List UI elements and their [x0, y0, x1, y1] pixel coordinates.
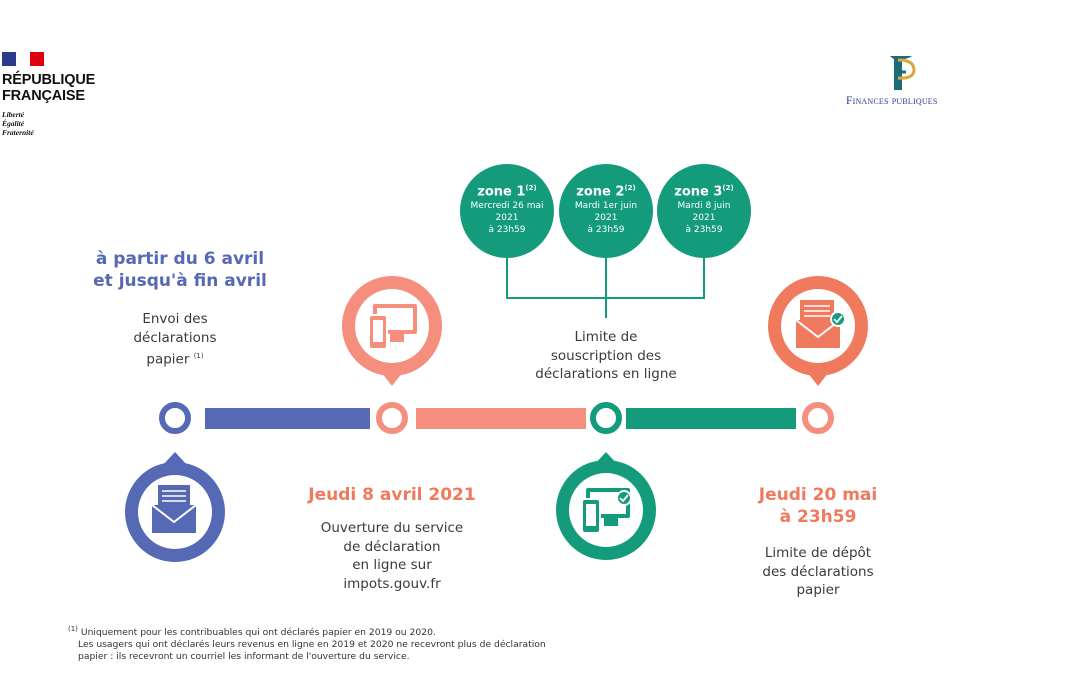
zone-3-date: Mardi 8 juin: [677, 201, 731, 212]
timeline-bar-salmon: [416, 408, 586, 429]
step-1-text-line2: déclarations: [133, 329, 217, 346]
footnote-line1: Uniquement pour les contribuables qui on…: [80, 627, 436, 639]
timeline-node-3: [590, 402, 622, 434]
step-3-text: Limite de souscription des déclarations …: [516, 328, 696, 384]
footnote-marker: (1): [68, 625, 78, 633]
step-4-heading-line1: Jeudi 20 mai: [758, 485, 878, 505]
step-1-text: Envoi des déclarations papier (1): [95, 310, 255, 369]
zone-3-title: zone 3: [674, 184, 723, 200]
zone-3-time: à 23h59: [685, 225, 723, 236]
step-1-heading-line2: et jusqu'à fin avril: [93, 271, 267, 291]
envelope-check-icon: [768, 276, 868, 386]
motto-egalite: Égalité: [2, 119, 25, 128]
step-2-text: Ouverture du service de déclaration en l…: [302, 519, 482, 593]
step-4-text-line3: papier: [796, 582, 840, 598]
step-2-text-line2: de déclaration: [343, 538, 441, 555]
zone-2-year: 2021: [594, 213, 618, 224]
step-2-heading: Jeudi 8 avril 2021: [308, 485, 476, 505]
step-2-text-line3: en ligne sur: [352, 557, 432, 573]
zone-1-title: zone 1: [477, 184, 526, 200]
step-3-text-line1: Limite de: [574, 329, 638, 345]
republic-line1: RÉPUBLIQUE: [2, 72, 96, 88]
motto-fraternite: Fraternité: [2, 128, 34, 137]
republique-logo-text: RÉPUBLIQUE FRANÇAISE: [2, 72, 95, 104]
computer-phone-icon: [342, 276, 442, 386]
step-1-note: (1): [193, 352, 204, 360]
step-2-text-line1: Ouverture du service: [320, 520, 464, 536]
zone-2-title: zone 2: [576, 184, 625, 200]
timeline-node-4: [802, 402, 834, 434]
step-1-heading: à partir du 6 avril et jusqu'à fin avril: [60, 248, 300, 292]
zone-3-year: 2021: [692, 213, 716, 224]
step-1-heading-line1: à partir du 6 avril: [95, 249, 265, 269]
zone-2-bubble: zone 2(2) Mardi 1er juin 2021 à 23h59: [559, 164, 653, 258]
motto-liberte: Liberté: [2, 110, 25, 119]
step-1-text-line3: papier: [146, 351, 190, 368]
zone-3-bubble: zone 3(2) Mardi 8 juin 2021 à 23h59: [657, 164, 751, 258]
step-3-text-line2: souscription des: [550, 347, 662, 364]
footnote: (1) Uniquement pour les contribuables qu…: [68, 623, 546, 663]
timeline-node-2: [376, 402, 408, 434]
zone-1-time: à 23h59: [488, 225, 526, 236]
step-4-text-line2: des déclarations: [762, 563, 874, 580]
step-2-text-line4: impots.gouv.fr: [343, 575, 441, 592]
footnote-line2: Les usagers qui ont déclarés leurs reven…: [78, 639, 546, 651]
zone-2-date: Mardi 1er juin: [574, 201, 638, 212]
step-3-text-line3: déclarations en ligne: [535, 366, 677, 382]
step-4-heading-line2: à 23h59: [779, 507, 857, 527]
zone-1-date: Mercredi 26 mai: [470, 201, 544, 212]
zone-1-year: 2021: [495, 213, 519, 224]
timeline-node-1: [159, 402, 191, 434]
step-4-text: Limite de dépôt des déclarations papier: [738, 544, 898, 600]
zone-2-time: à 23h59: [587, 225, 625, 236]
step-4-heading: Jeudi 20 mai à 23h59: [738, 484, 898, 528]
finances-publiques-label: Finances publiques: [846, 95, 938, 107]
timeline-bar-blue: [205, 408, 370, 429]
step-1-text-line1: Envoi des: [142, 311, 208, 327]
paper-envelope-icon: [125, 452, 225, 562]
computer-phone-check-icon: [556, 452, 656, 560]
republic-line2: FRANÇAISE: [2, 88, 85, 104]
timeline-bar-green: [626, 408, 796, 429]
flag-icon: [2, 52, 44, 66]
zone-3-note: (2): [722, 184, 734, 192]
zone-1-note: (2): [525, 184, 537, 192]
footnote-line3: papier : ils recevront un courriel les i…: [78, 651, 410, 663]
zone-2-note: (2): [624, 184, 636, 192]
zone-1-bubble: zone 1(2) Mercredi 26 mai 2021 à 23h59: [460, 164, 554, 258]
finances-publiques-logo-icon: [890, 56, 916, 90]
zone-connector: [506, 248, 705, 318]
step-4-text-line1: Limite de dépôt: [764, 545, 872, 561]
republic-motto: Liberté Égalité Fraternité: [2, 110, 34, 137]
